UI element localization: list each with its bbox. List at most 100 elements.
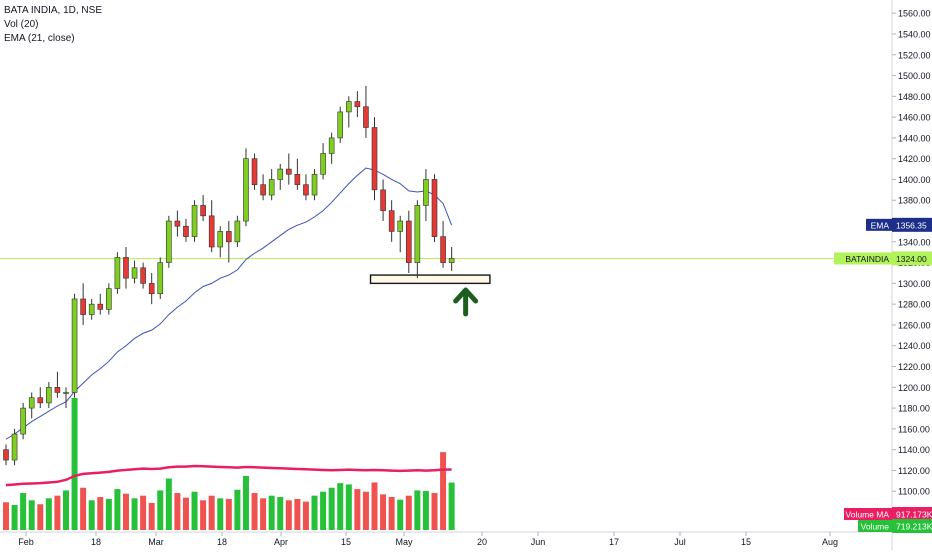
up-arrow-annotation: [453, 287, 479, 317]
volume-bar: [217, 498, 224, 530]
time-tick-label: May: [395, 537, 413, 547]
volume-bar: [45, 498, 52, 530]
volume_ma-badge-label-bg: [844, 508, 892, 520]
volume-bar: [328, 487, 335, 530]
candle: [371, 117, 378, 201]
candle: [183, 218, 189, 242]
up-arrow-icon: [453, 287, 479, 317]
candle-body: [106, 288, 112, 310]
candle-body: [431, 179, 438, 237]
price-tick-label: 1440.00: [898, 133, 931, 143]
candle: [11, 428, 18, 466]
candle-body: [28, 397, 35, 409]
candle-body: [268, 179, 275, 196]
candle: [234, 215, 241, 248]
candle-body: [11, 433, 18, 461]
candle-body: [277, 168, 284, 180]
candle-body: [37, 397, 44, 404]
price-tick-label: 1180.00: [898, 404, 930, 414]
candle-body: [148, 283, 155, 295]
chart-legend: BATA INDIA, 1D, NSE Vol (20) EMA (21, cl…: [4, 4, 102, 46]
price-tick-label: 1200.00: [898, 383, 931, 393]
price-tick-label: 1160.00: [898, 424, 930, 434]
volume-bar: [191, 491, 198, 530]
support-zone-box: [369, 274, 491, 285]
price-tick-label: 1220.00: [898, 362, 931, 372]
volume-bar: [148, 502, 155, 530]
candle-body: [20, 407, 26, 435]
volume-bar: [80, 487, 87, 530]
candle: [397, 215, 404, 253]
legend-volume: Vol (20): [4, 19, 39, 30]
candle: [174, 210, 181, 237]
time-tick-label: 15: [741, 537, 751, 547]
price-tick-label: 1540.00: [898, 29, 931, 39]
volume-bar: [122, 493, 129, 530]
volume-bar: [354, 489, 361, 530]
candle-body: [88, 303, 95, 315]
candle: [20, 402, 26, 440]
candle-body: [208, 215, 215, 248]
price-tick-label: 1280.00: [898, 300, 931, 310]
candle: [363, 85, 369, 138]
candle-body: [80, 298, 86, 315]
volume-badge: Volume 719.213K: [858, 519, 932, 533]
candle: [3, 444, 9, 466]
volume-bar: [337, 483, 344, 530]
volume-bar: [200, 500, 207, 530]
candle: [251, 153, 258, 190]
candle: [405, 210, 412, 273]
legend-symbol: BATA INDIA, 1D, NSE: [4, 5, 102, 16]
price-tick-label: 1520.00: [898, 50, 931, 60]
price-tick-label: 1400.00: [898, 175, 931, 185]
volume-bar: [28, 500, 35, 530]
ema-badge-value-bg: [892, 217, 932, 232]
candle-body: [320, 153, 326, 175]
candle: [106, 283, 112, 315]
price-badge: BATAINDIA 1324.00: [834, 251, 932, 266]
candle-body: [423, 179, 429, 206]
candle-body: [63, 392, 69, 394]
volume-bar: [414, 490, 421, 530]
candle: [286, 153, 292, 185]
volume_ma-badge-value-bg: [892, 507, 932, 521]
candle: [63, 387, 69, 409]
candle-body: [286, 168, 292, 175]
volume-bar: [294, 498, 301, 530]
price-tick-label: 1100.00: [898, 487, 930, 497]
price-tick-label: 1500.00: [898, 71, 931, 81]
candle: [191, 200, 198, 242]
price-badge-value: 1324.00: [896, 254, 927, 264]
time-tick-label: 17: [609, 537, 619, 547]
candle: [123, 247, 129, 289]
candle-body: [363, 106, 369, 128]
price-badges: EMA 1356.35 BATAINDIA 1324.00 Volume MA 917.1…: [834, 217, 932, 533]
volume-bar: [311, 495, 318, 530]
candle: [71, 293, 78, 398]
candle: [337, 106, 344, 144]
candle-body: [3, 449, 9, 461]
price-tick-label: 1460.00: [898, 113, 931, 123]
volume-bar: [388, 497, 395, 530]
volume-bar: [88, 500, 95, 530]
candle-body: [397, 220, 404, 232]
time-tick-label: 18: [217, 537, 227, 547]
volume-badge-value-bg: [892, 519, 932, 533]
volume-bar: [422, 491, 429, 530]
volume-bar: [431, 493, 438, 530]
candle-body: [388, 210, 395, 232]
candle-body: [174, 220, 181, 227]
candle: [114, 252, 121, 294]
candle-body: [414, 205, 421, 263]
candle: [131, 260, 138, 284]
volume-bar: [268, 495, 275, 530]
candle-body: [260, 184, 266, 196]
ema-badge: EMA 1356.35: [866, 217, 932, 232]
candle-body: [191, 205, 198, 237]
ema-line: [5, 167, 453, 440]
price-badge-label: BATAINDIA: [845, 254, 889, 264]
price-badge-label-bg: [834, 252, 892, 265]
candle: [328, 132, 335, 164]
